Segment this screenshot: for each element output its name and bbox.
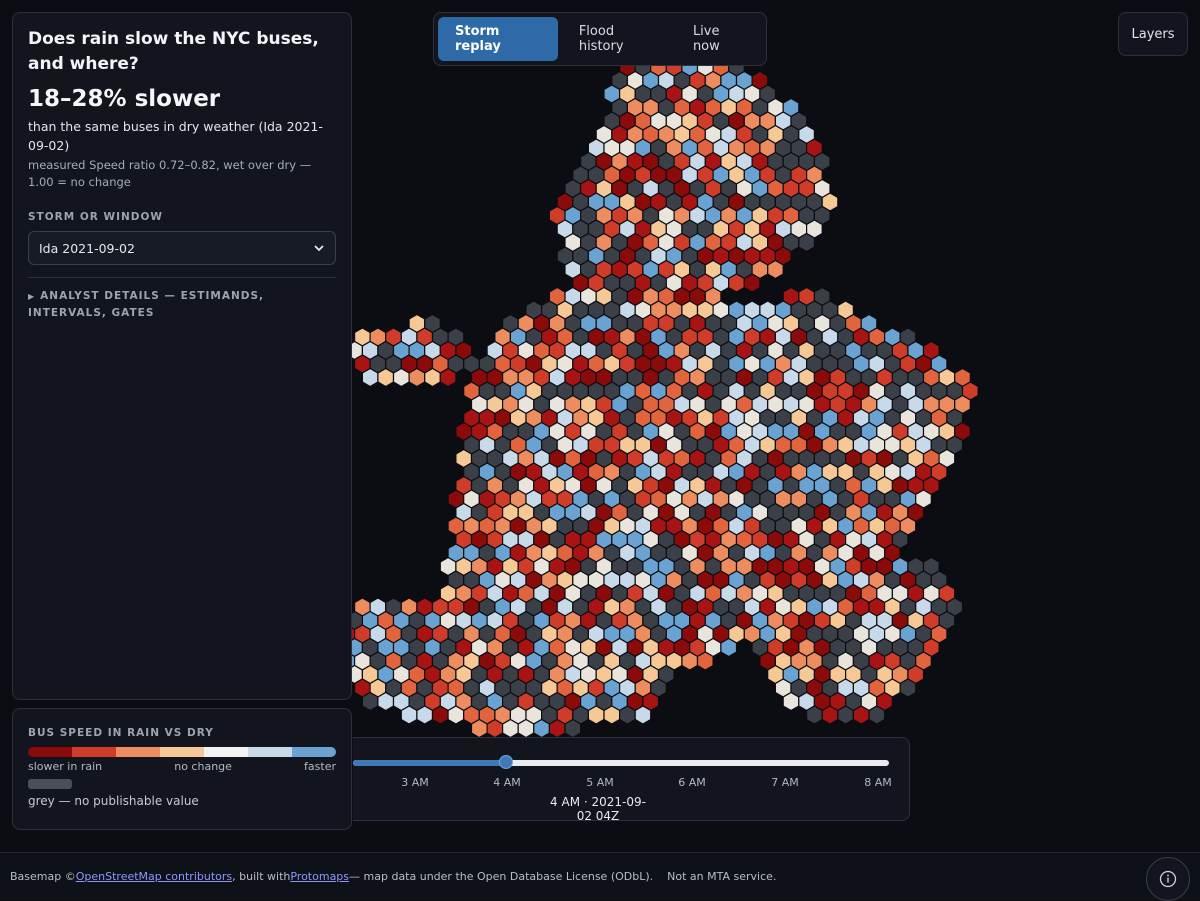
color-ramp xyxy=(28,747,336,757)
mode-tabs: Storm replay Flood history Live now xyxy=(433,12,767,66)
hex-cell xyxy=(486,718,504,739)
hex-cell xyxy=(852,705,870,725)
hex-cell xyxy=(618,705,636,725)
hex-cell xyxy=(837,705,855,725)
timeline-panel: 3 AM 4 AM 5 AM 6 AM 7 AM 8 AM 4 AM · 202… xyxy=(353,737,910,823)
hex-cell xyxy=(502,718,519,739)
hex-map[interactable] xyxy=(0,0,1200,852)
page-title: Does rain slow the NYC buses, and where? xyxy=(28,29,319,74)
layers-button[interactable]: Layers xyxy=(1118,12,1188,56)
tab-live-now[interactable]: Live now xyxy=(692,24,720,54)
ramp-swatch xyxy=(204,747,248,757)
tick-label: 7 AM xyxy=(771,776,799,789)
hex-cell xyxy=(439,367,457,388)
hex-cell xyxy=(743,273,761,293)
hex-cell xyxy=(408,367,426,388)
grey-swatch xyxy=(28,779,72,789)
hex-cell xyxy=(720,637,738,658)
hex-cell xyxy=(587,705,605,725)
headline-value: 18–28% slower xyxy=(28,86,221,112)
attribution-mid: , built with xyxy=(232,870,291,883)
ramp-swatch xyxy=(248,747,292,757)
info-button[interactable] xyxy=(1146,857,1190,901)
timeline-handle[interactable] xyxy=(499,755,513,769)
hex-cell xyxy=(361,367,379,388)
storm-select-value: Ida 2021-09-02 xyxy=(39,240,135,256)
osm-link[interactable]: OpenStreetMap contributors xyxy=(75,870,233,883)
hex-cell xyxy=(798,232,816,253)
attribution-footer: Basemap © OpenStreetMap contributors, bu… xyxy=(0,852,1200,901)
hex-cell xyxy=(424,367,441,388)
attribution-suffix: — map data under the Open Database Licen… xyxy=(349,870,654,883)
hex-cell xyxy=(431,705,449,725)
hex-cell xyxy=(447,705,465,725)
hex-cell xyxy=(400,705,418,725)
ramp-swatch xyxy=(72,747,116,757)
tick-label: 6 AM xyxy=(678,776,706,789)
tick-label: 4 AM xyxy=(493,776,521,789)
hex-cell xyxy=(782,691,800,712)
hex-cell xyxy=(533,718,551,739)
attribution-prefix: Basemap © xyxy=(10,870,76,883)
hex-cell xyxy=(548,718,566,739)
hex-cell xyxy=(361,691,379,712)
chevron-down-icon xyxy=(314,245,324,252)
hex-cell xyxy=(767,259,784,280)
summary-panel: Does rain slow the NYC buses, and where?… xyxy=(12,12,352,700)
hex-cells xyxy=(338,57,979,739)
ramp-label-faster: faster xyxy=(304,760,336,773)
tab-flood-history[interactable]: Flood history xyxy=(578,24,624,54)
ramp-swatch xyxy=(292,747,336,757)
legend-panel: BUS SPEED IN RAIN VS DRY slower in rain … xyxy=(12,708,352,830)
ramp-label-no-change: no change xyxy=(174,760,232,773)
not-mta-notice: Not an MTA service. xyxy=(667,870,777,883)
storm-select[interactable]: Ida 2021-09-02 xyxy=(28,231,336,265)
hex-cell xyxy=(416,705,434,725)
hex-cell xyxy=(377,691,395,712)
storm-select-label: STORM OR WINDOW xyxy=(28,211,164,223)
tick-label: 3 AM xyxy=(401,776,429,789)
timeline-track[interactable] xyxy=(353,760,889,766)
tab-storm-replay[interactable]: Storm replay xyxy=(438,17,558,61)
hex-cell xyxy=(392,367,410,388)
protomaps-link[interactable]: Protomaps xyxy=(290,870,350,883)
hex-cell xyxy=(696,651,714,671)
hex-cell xyxy=(634,705,652,725)
tick-label: 8 AM xyxy=(864,776,892,789)
analyst-details-toggle[interactable]: ▶ ANALYST DETAILS — ESTIMANDS, INTERVALS,… xyxy=(28,288,336,322)
hex-cell xyxy=(603,705,621,725)
measured-note: measured Speed ratio 0.72–0.82, wet over… xyxy=(28,158,312,189)
analyst-details-label: ANALYST DETAILS — ESTIMANDS, INTERVALS, … xyxy=(28,290,265,319)
hex-cell xyxy=(805,705,823,725)
hex-cell xyxy=(377,367,395,388)
hex-cell xyxy=(899,678,917,698)
headline-subtext: than the same buses in dry weather (Ida … xyxy=(28,119,323,153)
hex-cell xyxy=(728,273,745,293)
info-icon xyxy=(1159,870,1177,888)
timeline-progress xyxy=(353,760,506,766)
grey-label: grey — no publishable value xyxy=(28,794,199,808)
hex-cell xyxy=(470,718,488,739)
hex-map-canvas[interactable] xyxy=(0,0,1200,852)
ramp-swatch xyxy=(160,747,204,757)
hex-cell xyxy=(681,651,699,671)
hex-cell xyxy=(564,718,582,739)
hex-cell xyxy=(868,705,886,725)
hex-cell xyxy=(517,718,535,739)
disclosure-triangle-icon: ▶ xyxy=(28,292,36,301)
divider xyxy=(28,277,336,278)
ramp-label-slower: slower in rain xyxy=(28,760,103,773)
tick-label: 5 AM xyxy=(586,776,614,789)
legend-title: BUS SPEED IN RAIN VS DRY xyxy=(28,727,214,739)
ramp-swatch xyxy=(28,747,72,757)
hex-cell xyxy=(821,705,839,725)
ramp-swatch xyxy=(116,747,160,757)
current-time: 4 AM · 2021-09-02 04Z xyxy=(550,795,646,823)
